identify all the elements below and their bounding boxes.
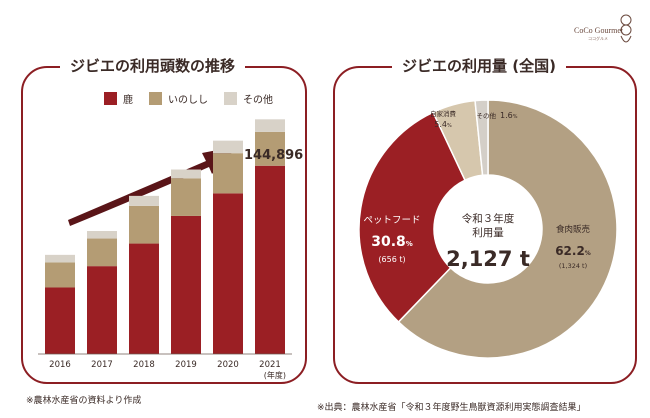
bar-segment (87, 266, 117, 354)
total-label: 144,896 (244, 148, 303, 163)
x-tick-label: 2020 (217, 360, 239, 370)
legend-label-other: その他 (243, 95, 273, 106)
chef-icon (620, 14, 632, 43)
bar-segment (129, 205, 159, 244)
bar-segment (255, 119, 285, 132)
slice-value-pet-food: 30.8% (371, 234, 413, 250)
donut-slice (397, 99, 618, 359)
growth-arrow-shape (68, 146, 238, 226)
legend-item-deer: 鹿 (104, 91, 133, 106)
bar-segment (129, 243, 159, 354)
donut-slice (474, 99, 489, 177)
slice-label-self-use: 自家消費 (430, 109, 457, 118)
left-footnote: ※農林水産省の資料より作成 (26, 396, 142, 406)
bar-legend: 鹿 いのしし その他 (104, 91, 273, 106)
bar-segment (213, 140, 243, 154)
legend-item-boar: いのしし (149, 91, 208, 106)
legend-label-boar: いのしし (168, 95, 208, 106)
slice-label-misc: その他 1.6% (477, 111, 518, 120)
donut-center-value: 2,127 t (446, 247, 530, 271)
bar-segment (87, 238, 117, 267)
legend-swatch-deer (104, 92, 117, 105)
usage-heads-title: ジビエの利用頭数の推移 (60, 55, 246, 77)
bar-segment (45, 287, 75, 354)
x-tick-label: 2017 (91, 360, 113, 370)
bar-segment (255, 165, 285, 354)
bar-segment (213, 193, 243, 354)
bar-segment (87, 231, 117, 239)
donut-center-line1: 令和３年度 (462, 212, 515, 225)
slice-label-pet-food: ペットフード (363, 215, 420, 226)
bar-segment (171, 215, 201, 354)
x-tick-label: 2018 (133, 360, 155, 370)
slice-amount-meat-sales: (1,324 t) (559, 262, 587, 270)
slice-value-self-use: 5.4% (434, 120, 452, 129)
right-footnote: ※出典：農林水産省「令和３年度野生鳥獣資源利用実態調査結果」 (317, 403, 586, 413)
x-tick-label: 2016 (49, 360, 71, 370)
coco-gourmet-logo: CoCo Gourmet ココグルメ (574, 14, 636, 50)
bar-segment (171, 169, 201, 179)
year-unit-label: (年度) (264, 370, 286, 380)
donut-slice (358, 111, 467, 323)
logo-subtext: ココグルメ (588, 36, 608, 41)
bar-segment (213, 153, 243, 194)
bar-segment (45, 254, 75, 263)
growth-arrow (68, 146, 238, 226)
x-tick-label: 2021 (259, 360, 281, 370)
legend-swatch-other (224, 92, 237, 105)
bar-segment (45, 262, 75, 288)
x-tick-label: 2019 (175, 360, 197, 370)
slice-amount-pet-food: (656 t) (378, 255, 405, 264)
slice-value-meat-sales: 62.2% (555, 244, 591, 258)
legend-swatch-boar (149, 92, 162, 105)
legend-label-deer: 鹿 (123, 95, 133, 106)
bar-segment (129, 195, 159, 206)
bar-segment (255, 131, 285, 166)
slice-label-meat-sales: 食肉販売 (556, 224, 591, 235)
legend-item-other: その他 (224, 91, 273, 106)
bar-segment (171, 178, 201, 216)
donut-center-line2: 利用量 (472, 227, 504, 239)
usage-volume-title: ジビエの利用量 (全国) (392, 55, 566, 77)
logo-text: CoCo Gourmet (574, 26, 624, 35)
